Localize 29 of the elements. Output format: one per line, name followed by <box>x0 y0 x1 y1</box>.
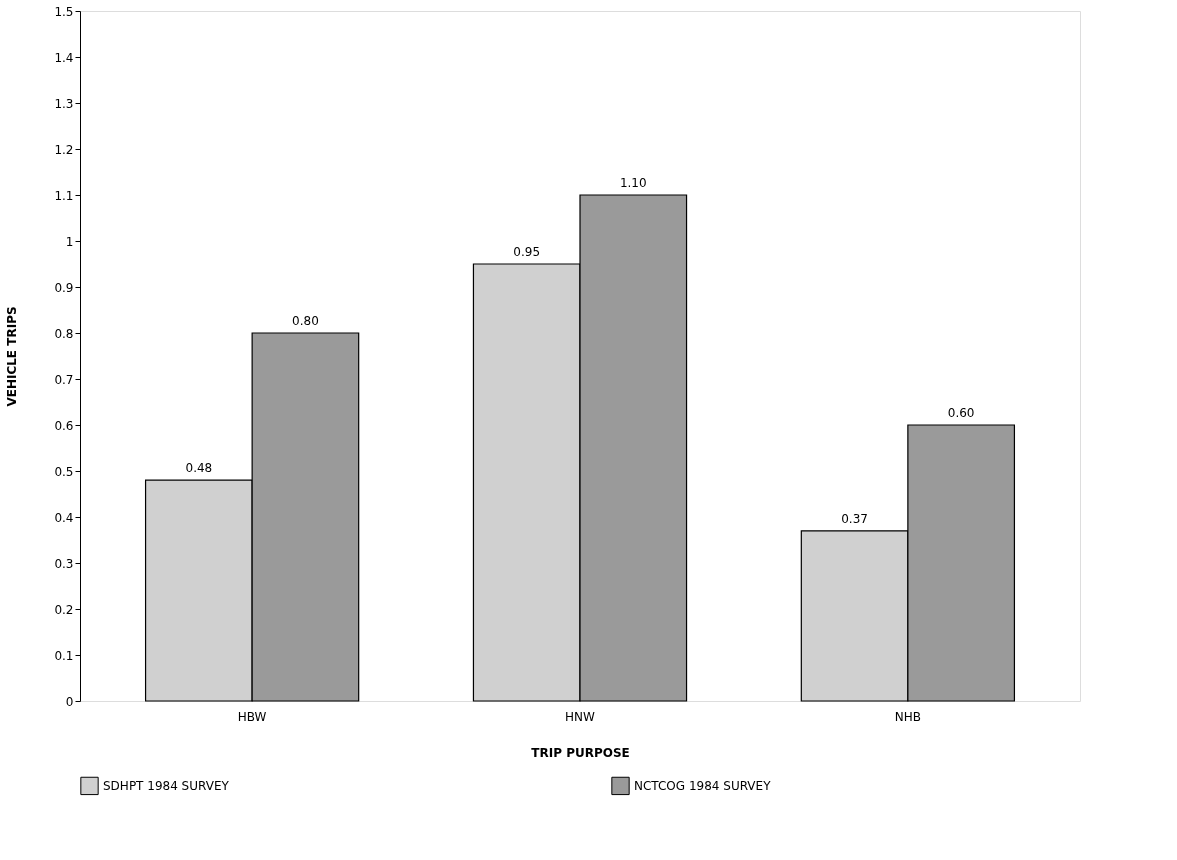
data-label: 0.95 <box>513 245 541 259</box>
y-tick-label: 1 <box>65 234 74 249</box>
x-tick-label: NHB <box>894 709 921 724</box>
y-tick-label: 0.6 <box>54 418 74 433</box>
y-tick-label: 1.2 <box>54 142 74 157</box>
y-tick-label: 0.3 <box>54 556 74 571</box>
y-tick-label: 0.1 <box>54 648 74 663</box>
y-tick-label: 0 <box>65 694 74 709</box>
y-tick-label: 1.5 <box>54 4 74 19</box>
x-tick-label: HBW <box>237 709 267 724</box>
y-tick-label: 0.4 <box>54 510 74 525</box>
y-tick-label: 0.8 <box>54 326 74 341</box>
y-tick-label: 1.3 <box>54 96 74 111</box>
x-axis-title: TRIP PURPOSE <box>531 745 630 760</box>
y-tick-label: 0.7 <box>54 372 74 387</box>
y-axis-title: VEHICLE TRIPS <box>5 306 20 407</box>
y-tick-label: 0.2 <box>54 602 74 617</box>
data-label: 0.37 <box>841 511 868 526</box>
legend-label: NCTCOG 1984 SURVEY <box>634 778 772 793</box>
x-tick-label: HNW <box>565 709 596 724</box>
y-tick-label: 1.1 <box>54 188 74 203</box>
legend-label: SDHPT 1984 SURVEY <box>103 778 230 793</box>
data-label: 0.80 <box>292 314 319 328</box>
data-label: 0.60 <box>947 406 975 420</box>
data-label: 0.48 <box>185 461 213 476</box>
y-tick-label: 0.5 <box>54 464 74 479</box>
y-tick-label: 1.4 <box>54 50 74 65</box>
y-tick-label: 0.9 <box>54 280 74 295</box>
data-label: 1.10 <box>619 176 647 190</box>
